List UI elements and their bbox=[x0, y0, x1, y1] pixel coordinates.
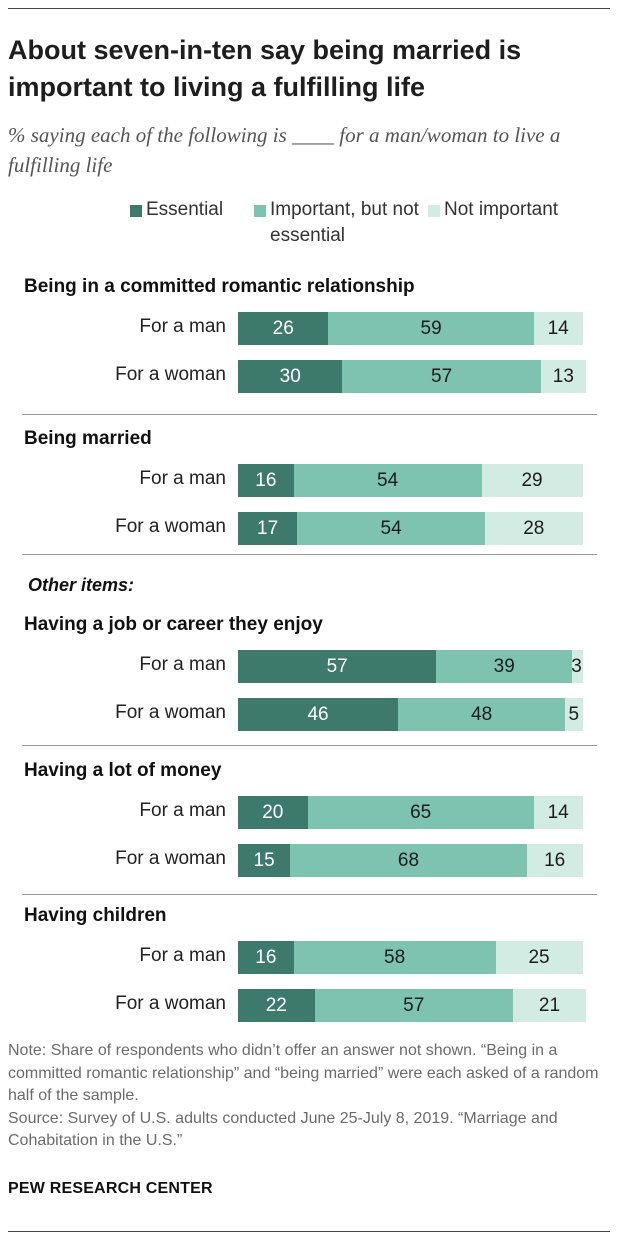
bar-being-married-woman-not-important bbox=[485, 512, 583, 545]
bar-label-lot-of-money-man-not-important: 14 bbox=[547, 802, 569, 823]
bar-committed-relationship-woman-important bbox=[342, 360, 541, 393]
group-label-lot-of-money: Having a lot of money bbox=[24, 760, 222, 781]
bar-label-committed-relationship-man-important: 59 bbox=[420, 318, 442, 339]
bar-having-children-woman-not-important bbox=[512, 989, 586, 1022]
bar-being-married-man-important bbox=[293, 464, 482, 497]
group-separator bbox=[22, 894, 597, 895]
bottom-rule bbox=[8, 1231, 610, 1232]
bar-label-job-career-woman-important: 48 bbox=[471, 704, 493, 725]
bar-label-being-married-woman-essential: 17 bbox=[257, 518, 279, 539]
bar-label-having-children-man-not-important: 25 bbox=[528, 947, 550, 968]
bar-label-having-children-man-essential: 16 bbox=[255, 947, 277, 968]
chart-title: About seven-in-ten say being married is … bbox=[8, 35, 522, 102]
bar-label-committed-relationship-man-essential: 26 bbox=[272, 318, 294, 339]
bar-lot-of-money-woman-important bbox=[290, 844, 527, 877]
bar-label-lot-of-money-woman-essential: 15 bbox=[253, 850, 275, 871]
group-separator bbox=[22, 414, 597, 415]
bar-label-being-married-man-essential: 16 bbox=[255, 470, 277, 491]
legend-swatch-not-important bbox=[428, 205, 440, 217]
row-label-having-children-woman: For a woman bbox=[115, 993, 226, 1014]
group-label-being-married: Being married bbox=[24, 428, 152, 449]
row-label-job-career-woman: For a woman bbox=[115, 702, 226, 723]
bar-job-career-woman-essential bbox=[238, 698, 399, 731]
bar-being-married-man-not-important bbox=[481, 464, 583, 497]
bar-label-job-career-man-essential: 57 bbox=[326, 656, 348, 677]
bar-label-lot-of-money-woman-not-important: 16 bbox=[544, 850, 566, 871]
bar-label-job-career-man-important: 39 bbox=[493, 656, 515, 677]
bar-label-being-married-man-not-important: 29 bbox=[521, 470, 543, 491]
bar-being-married-man-essential bbox=[238, 464, 294, 497]
chart-note: Note: Share of respondents who didn’t of… bbox=[8, 1040, 614, 1153]
bar-label-job-career-woman-not-important: 5 bbox=[568, 704, 580, 725]
bar-label-lot-of-money-woman-important: 68 bbox=[397, 850, 420, 871]
bar-label-being-married-man-important: 54 bbox=[377, 470, 399, 491]
bar-committed-relationship-woman-essential bbox=[238, 360, 343, 393]
legend-swatch-essential bbox=[130, 205, 142, 217]
group-separator bbox=[22, 745, 597, 746]
row-label-having-children-man: For a man bbox=[139, 945, 226, 966]
top-rule bbox=[8, 8, 610, 9]
row-label-job-career-man: For a man bbox=[139, 654, 226, 675]
bar-label-having-children-man-important: 58 bbox=[384, 947, 406, 968]
bar-committed-relationship-man-essential bbox=[238, 312, 329, 345]
bar-label-lot-of-money-man-essential: 20 bbox=[262, 802, 284, 823]
bar-lot-of-money-man-not-important bbox=[533, 796, 583, 829]
bar-label-having-children-woman-not-important: 21 bbox=[538, 995, 561, 1016]
group-label-committed-relationship: Being in a committed romantic relationsh… bbox=[24, 276, 415, 297]
bar-label-job-career-woman-essential: 46 bbox=[307, 704, 329, 725]
bar-job-career-woman-not-important bbox=[565, 698, 583, 731]
legend-label-important: Important, but not essential bbox=[270, 199, 419, 246]
bar-lot-of-money-woman-not-important bbox=[526, 844, 583, 877]
bar-lot-of-money-woman-essential bbox=[238, 844, 291, 877]
row-label-being-married-man: For a man bbox=[139, 468, 226, 489]
pew-research-center-logo: PEW RESEARCH CENTER bbox=[8, 1180, 213, 1197]
bar-job-career-man-important bbox=[436, 650, 573, 683]
source-text: Source: Survey of U.S. adults conducted … bbox=[8, 1109, 558, 1150]
bar-label-job-career-man-not-important: 3 bbox=[571, 656, 582, 677]
bar-label-committed-relationship-woman-not-important: 13 bbox=[552, 366, 574, 387]
bar-having-children-man-important bbox=[293, 941, 496, 974]
group-label-job-career: Having a job or career they enjoy bbox=[24, 614, 323, 635]
bar-having-children-woman-important bbox=[314, 989, 513, 1022]
bar-label-being-married-woman-not-important: 28 bbox=[523, 518, 545, 539]
bar-label-committed-relationship-man-not-important: 14 bbox=[547, 318, 569, 339]
bar-job-career-man-not-important bbox=[572, 650, 583, 683]
bar-job-career-man-essential bbox=[238, 650, 437, 683]
legend-label-essential: Essential bbox=[146, 199, 224, 220]
bar-having-children-man-not-important bbox=[495, 941, 583, 974]
bar-label-lot-of-money-man-important: 65 bbox=[410, 802, 432, 823]
row-label-being-married-woman: For a woman bbox=[115, 516, 226, 537]
row-label-lot-of-money-man: For a man bbox=[139, 800, 226, 821]
bar-label-having-children-woman-essential: 22 bbox=[265, 995, 287, 1016]
bar-label-having-children-woman-important: 57 bbox=[403, 995, 425, 1016]
row-label-committed-relationship-woman: For a woman bbox=[115, 364, 226, 385]
bar-label-committed-relationship-woman-essential: 30 bbox=[279, 366, 301, 387]
bar-label-being-married-woman-important: 54 bbox=[380, 518, 402, 539]
bar-having-children-man-essential bbox=[238, 941, 294, 974]
bar-committed-relationship-woman-not-important bbox=[540, 360, 586, 393]
legend-swatch-important bbox=[254, 205, 266, 217]
row-label-lot-of-money-woman: For a woman bbox=[115, 848, 226, 869]
group-separator bbox=[22, 554, 597, 555]
bar-lot-of-money-man-important bbox=[307, 796, 534, 829]
bar-being-married-woman-important bbox=[297, 512, 486, 545]
row-label-committed-relationship-man: For a man bbox=[139, 316, 226, 337]
bar-being-married-woman-essential bbox=[238, 512, 298, 545]
group-label-having-children: Having children bbox=[24, 905, 167, 926]
chart-subtitle: % saying each of the following is ____ f… bbox=[8, 123, 561, 177]
bar-job-career-woman-important bbox=[398, 698, 566, 731]
bar-lot-of-money-man-essential bbox=[238, 796, 308, 829]
bar-committed-relationship-man-important bbox=[328, 312, 534, 345]
bar-committed-relationship-man-not-important bbox=[533, 312, 583, 345]
note-text: Note: Share of respondents who didn’t of… bbox=[8, 1042, 599, 1104]
bar-label-committed-relationship-woman-important: 57 bbox=[431, 366, 453, 387]
legend-label-not-important: Not important bbox=[444, 199, 559, 220]
bar-having-children-woman-essential bbox=[238, 989, 315, 1022]
other-items-label: Other items: bbox=[28, 575, 135, 595]
